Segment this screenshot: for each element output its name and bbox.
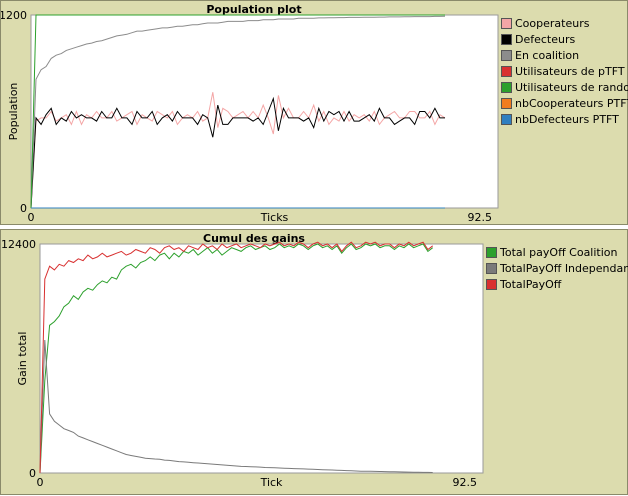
legend-swatch [501,98,512,109]
x-tick-label: 0 [37,476,44,489]
legend-label: Cooperateurs [515,17,590,30]
legend-label: Total payOff Coalition [500,246,618,259]
y-tick-label: 0 [20,202,27,215]
x-tick-label: 0 [28,211,35,224]
series-line-0 [39,243,434,474]
legend-swatch [486,247,497,258]
legend-item: Cooperateurs [501,16,628,32]
legend-swatch [501,18,512,29]
legend-item: En coalition [501,48,628,64]
legend-item: Defecteurs [501,32,628,48]
series-line-2 [30,15,446,209]
legend-item: Utilisateurs de pTFT [501,64,628,80]
legend-item: TotalPayOff [486,277,628,293]
y-axis-label: Population [7,83,20,141]
population-plot-panel: Population plot 0 1200 0 92.5 Ticks Populatio… [0,0,628,225]
legend-label: nbCooperateurs PTFT [515,97,628,110]
legend-item: Total payOff Coalition [486,245,628,261]
x-tick-label: 92.5 [453,476,478,489]
legend-swatch [486,279,497,290]
series-line-1 [30,96,445,209]
x-tick-label: 92.5 [468,211,493,224]
chart-legend: Cooperateurs Defecteurs En coalition Utilis… [501,16,628,128]
legend-swatch [501,66,512,77]
legend-item: TotalPayOff Independant [486,261,628,277]
population-chart: 0 1200 0 92.5 Ticks Population [1,9,499,224]
y-tick-label: 12400 [1,238,36,251]
chart-legend: Total payOff Coalition TotalPayOff Indepe… [486,245,628,293]
legend-swatch [501,50,512,61]
series-line-1 [39,339,433,474]
y-tick-label: 1200 [1,9,27,22]
legend-label: Defecteurs [515,33,576,46]
x-axis-label: Tick [260,476,283,489]
legend-label: Utilisateurs de random [515,81,628,94]
plot-area [39,243,484,474]
series-line-2 [39,241,434,474]
legend-label: TotalPayOff [500,278,562,291]
gains-chart: 0 12400 0 92.5 Tick Gain total [1,238,484,489]
legend-item: nbCooperateurs PTFT [501,96,628,112]
legend-label: TotalPayOff Independant [500,262,628,275]
series-line-4 [30,14,445,209]
y-tick-label: 0 [29,467,36,480]
legend-item: nbDefecteurs PTFT [501,112,628,128]
legend-label: nbDefecteurs PTFT [515,113,619,126]
legend-item: Utilisateurs de random [501,80,628,96]
legend-swatch [501,34,512,45]
legend-label: En coalition [515,49,580,62]
legend-swatch [486,263,497,274]
legend-label: Utilisateurs de pTFT [515,65,625,78]
legend-swatch [501,82,512,93]
plot-area [30,14,499,209]
gains-plot-panel: Cumul des gains 0 12400 0 92.5 Tick Gain tota… [0,229,628,495]
x-axis-label: Ticks [260,211,289,224]
chart-title: Population plot [206,3,302,16]
legend-swatch [501,114,512,125]
y-axis-label: Gain total [16,332,29,386]
